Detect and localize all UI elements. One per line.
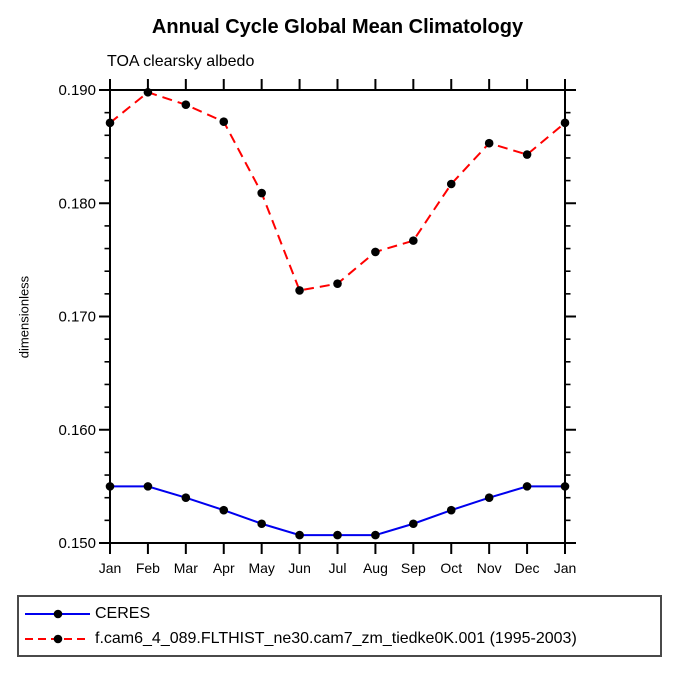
y-tick-label: 0.150 [58,535,96,552]
series-line-1 [109,91,566,292]
data-point [560,482,570,491]
data-point [522,150,532,159]
y-axis-major-ticks [99,89,576,544]
data-point [371,247,380,257]
data-point [522,482,532,491]
x-tick-label: Jul [329,560,347,576]
y-tick-label: 0.160 [58,422,96,439]
data-point [181,100,191,110]
plot-frame [109,89,566,544]
x-tick-label: Apr [213,560,235,576]
legend-box: CERES f.cam6_4_089.FLTHIST_ne30.cam7_zm_… [17,595,662,657]
x-tick-label: Oct [440,560,462,576]
x-tick-label: Aug [363,560,388,576]
data-point [219,117,229,127]
data-point [105,118,115,128]
data-point [105,482,115,491]
data-point [181,493,191,503]
x-tick-label: Mar [174,560,198,576]
data-point [295,530,304,540]
series-markers-1 [105,87,570,295]
series-line-0 [110,485,565,537]
legend-row-ceres: CERES [24,601,660,626]
data-point [333,530,342,540]
legend-line-sample-dashed [25,634,90,643]
x-axis-tick-labels: Jan Feb Mar Apr May Jun Jul Aug Sep Oct Nov Dec Jan [99,560,577,576]
chart-title: Annual Cycle Global Mean Climatology [151,16,524,38]
y-tick-label: 0.180 [58,195,96,212]
y-tick-label: 0.170 [58,309,96,326]
legend-row-model: f.cam6_4_089.FLTHIST_ne30.cam7_zm_tiedke… [24,626,660,651]
x-tick-label: Jun [288,560,311,576]
x-tick-label: Jan [99,560,122,576]
data-point [295,286,304,295]
x-tick-label: Dec [515,560,540,576]
data-point [219,505,229,515]
x-tick-label: Nov [477,560,502,576]
legend-line-sample-solid [25,609,90,618]
data-point [371,530,380,540]
x-tick-label: Feb [136,560,160,576]
x-tick-label: Sep [401,560,426,576]
x-tick-label: Jan [554,560,577,576]
series-markers-0 [105,482,570,540]
y-axis-tick-labels: 0.150 0.160 0.170 0.180 0.190 [58,82,96,552]
data-point [446,505,456,515]
legend-label-ceres: CERES [95,604,151,622]
data-point [143,87,153,97]
data-point [257,188,266,198]
data-point [446,179,456,189]
chart-subtitle: TOA clearsky albedo [107,53,255,70]
data-point [484,493,494,503]
data-point [333,279,342,288]
data-point [484,138,494,148]
y-axis-minor-ticks [104,111,571,522]
legend-label-model: f.cam6_4_089.FLTHIST_ne30.cam7_zm_tiedke… [95,629,577,647]
x-tick-label: May [248,560,274,576]
data-point [560,118,570,128]
data-point [409,519,418,529]
data-point [409,236,418,245]
x-axis-ticks [109,79,566,554]
data-point [257,519,266,529]
data-point [143,482,153,491]
y-tick-label: 0.190 [58,82,96,99]
